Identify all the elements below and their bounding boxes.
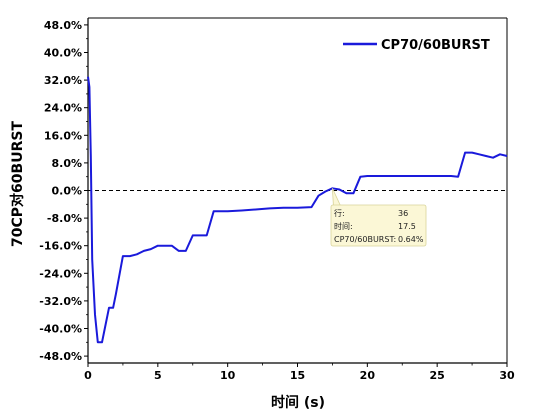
x-tick-label: 15 [290, 369, 305, 382]
x-tick-label: 0 [84, 369, 92, 382]
tooltip-series-label: CP70/60BURST: [334, 235, 396, 244]
x-tick-label: 10 [220, 369, 236, 382]
y-tick-label: 32.0% [44, 74, 82, 87]
tooltip: 行: 36 时间: 17.5 CP70/60BURST: 0.64% [330, 188, 427, 247]
x-tick-label: 25 [430, 369, 445, 382]
y-tick-label: 0.0% [51, 185, 82, 198]
y-tick-label: 24.0% [44, 102, 82, 115]
y-tick-label: -24.0% [39, 267, 82, 280]
plot-frame [87, 17, 508, 364]
y-tick-label: 16.0% [44, 129, 82, 142]
tooltip-row-value: 36 [398, 209, 408, 218]
y-axis-title: 70CP对60BURST [9, 121, 26, 247]
tooltip-box [330, 204, 427, 247]
series-line [87, 76, 508, 344]
y-tick-label: -32.0% [39, 295, 82, 308]
y-tick-label: 48.0% [44, 19, 82, 32]
y-tick-label: 8.0% [51, 157, 82, 170]
tooltip-time-label: 时间: [334, 221, 353, 231]
tooltip-time-value: 17.5 [398, 222, 416, 231]
x-ticks: 0 5 10 15 20 25 30 [84, 363, 515, 382]
tooltip-series-value: 0.64% [398, 235, 424, 244]
y-tick-label: -40.0% [39, 323, 82, 336]
x-tick-label: 30 [499, 369, 515, 382]
y-tick-label: 40.0% [44, 47, 82, 60]
series-group [87, 76, 508, 344]
y-ticks: -48.0% -40.0% -32.0% -24.0% -16.0% -8.0% 0.0% 8… [39, 19, 88, 363]
y-tick-label: -16.0% [39, 240, 82, 253]
y-tick-label: -8.0% [47, 212, 82, 225]
x-axis-title: 时间 (s) [271, 394, 325, 411]
x-tick-label: 5 [154, 369, 162, 382]
x-tick-label: 20 [360, 369, 376, 382]
y-tick-label: -48.0% [39, 350, 82, 363]
tooltip-row-label: 行: [334, 208, 345, 218]
legend-label: CP70/60BURST [381, 38, 490, 53]
legend: CP70/60BURST [343, 38, 490, 53]
